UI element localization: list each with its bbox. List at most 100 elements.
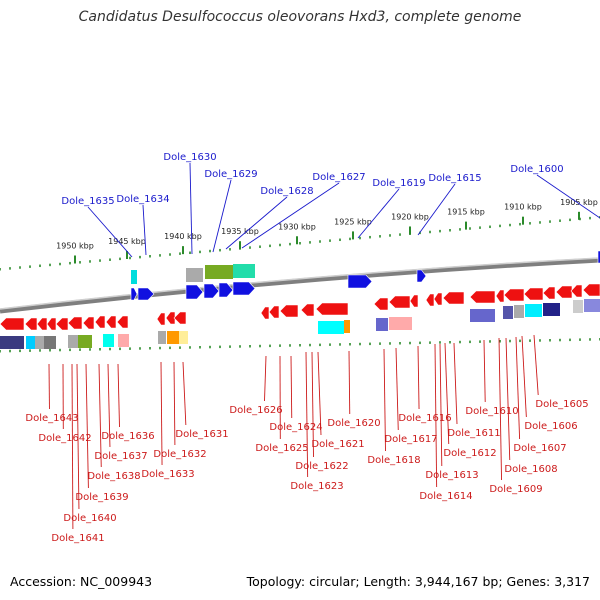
forward-gene-arrow [416, 269, 427, 283]
reverse-label-leader [182, 361, 187, 426]
reverse-gene-label[interactable]: Dole_1631 [175, 429, 228, 440]
reverse-gene-label[interactable]: Dole_1625 [255, 443, 308, 454]
forward-gene-label[interactable]: Dole_1600 [510, 164, 563, 175]
reverse-gene-label[interactable]: Dole_1605 [535, 399, 588, 410]
reverse-label-leader [453, 342, 458, 425]
reverse-gene-arrow [279, 304, 299, 318]
reverse-label-leader [71, 363, 74, 530]
forward-gene-arrow [347, 274, 373, 289]
reverse-label-leader [160, 361, 163, 466]
reverse-label-leader [98, 363, 102, 468]
reverse-gene-label[interactable]: Dole_1609 [489, 484, 542, 495]
reverse-gene-arrow [0, 317, 25, 331]
reverse-gene-label[interactable]: Dole_1611 [447, 428, 500, 439]
kbp-label: 1940 kbp [164, 232, 202, 241]
reverse-label-leader [444, 342, 450, 445]
reverse-label-leader [515, 336, 521, 440]
cog-box [26, 336, 35, 349]
reverse-label-leader [311, 351, 314, 458]
forward-label-leader [417, 183, 456, 236]
cog-box [503, 306, 513, 319]
reverse-label-leader [505, 337, 511, 461]
forward-gene-arrow [232, 281, 256, 296]
forward-label-leader [142, 204, 147, 256]
forward-gene-label[interactable]: Dole_1635 [61, 196, 114, 207]
gene-feature-layer [0, 250, 600, 349]
forward-gene-label[interactable]: Dole_1630 [163, 152, 216, 163]
reverse-gene-label[interactable]: Dole_1624 [269, 422, 322, 433]
cog-box [233, 264, 255, 278]
reverse-gene-label[interactable]: Dole_1620 [327, 418, 380, 429]
reverse-gene-arrow [503, 288, 525, 302]
cog-box [525, 304, 542, 317]
cog-box [179, 331, 188, 344]
reverse-gene-arrow [55, 317, 69, 331]
reverse-gene-arrow [268, 305, 280, 319]
reverse-gene-label[interactable]: Dole_1636 [101, 431, 154, 442]
forward-label-leader [87, 206, 133, 258]
reverse-gene-arrow [425, 293, 435, 307]
reverse-gene-label[interactable]: Dole_1637 [94, 451, 147, 462]
reverse-gene-arrow [116, 315, 129, 329]
reverse-gene-arrow [82, 316, 95, 330]
reverse-gene-label[interactable]: Dole_1616 [398, 413, 451, 424]
reverse-gene-label[interactable]: Dole_1607 [513, 443, 566, 454]
reverse-gene-label[interactable]: Dole_1638 [87, 471, 140, 482]
reverse-gene-label[interactable]: Dole_1621 [311, 439, 364, 450]
reverse-gene-label[interactable]: Dole_1643 [25, 413, 78, 424]
reverse-label-leader [498, 337, 502, 481]
reverse-gene-label[interactable]: Dole_1606 [524, 421, 577, 432]
reverse-gene-arrow [173, 311, 187, 325]
reverse-gene-arrow [442, 291, 465, 305]
reverse-gene-arrow [105, 315, 117, 329]
reverse-gene-label[interactable]: Dole_1632 [153, 449, 206, 460]
reverse-gene-label[interactable]: Dole_1617 [384, 434, 437, 445]
reverse-gene-label[interactable]: Dole_1641 [51, 533, 104, 544]
cog-box [68, 335, 78, 348]
cog-box [131, 270, 137, 284]
reverse-gene-arrow [388, 295, 411, 309]
map-title: Candidatus Desulfococcus oleovorans Hxd3… [78, 9, 522, 25]
reverse-gene-label[interactable]: Dole_1614 [419, 491, 472, 502]
forward-gene-arrow [218, 282, 234, 298]
reverse-gene-label[interactable]: Dole_1633 [141, 469, 194, 480]
reverse-label-leader [521, 335, 527, 418]
reverse-gene-arrow [260, 306, 270, 320]
forward-gene-arrow [137, 287, 155, 301]
reverse-gene-arrow [315, 302, 349, 316]
forward-gene-label[interactable]: Dole_1629 [204, 169, 257, 180]
kbp-label: 1915 kbp [447, 208, 485, 217]
reverse-gene-label[interactable]: Dole_1608 [504, 464, 557, 475]
forward-gene-label[interactable]: Dole_1627 [312, 172, 365, 183]
reverse-gene-label[interactable]: Dole_1640 [63, 513, 116, 524]
reverse-gene-arrow [46, 317, 57, 331]
kbp-label: 1910 kbp [504, 203, 542, 212]
reverse-label-leader [533, 334, 539, 396]
cog-box [44, 336, 56, 349]
forward-gene-label[interactable]: Dole_1615 [428, 173, 481, 184]
reverse-gene-label[interactable]: Dole_1642 [38, 433, 91, 444]
reverse-gene-label[interactable]: Dole_1618 [367, 455, 420, 466]
reverse-gene-label[interactable]: Dole_1626 [229, 405, 282, 416]
forward-gene-label[interactable]: Dole_1619 [372, 178, 425, 189]
reverse-label-leader [348, 350, 351, 415]
cog-box [470, 309, 495, 322]
forward-gene-label[interactable]: Dole_1634 [116, 194, 169, 205]
reverse-gene-label[interactable]: Dole_1610 [465, 406, 518, 417]
cog-box [543, 303, 560, 316]
reverse-gene-arrow [24, 317, 38, 331]
reverse-gene-label[interactable]: Dole_1622 [295, 461, 348, 472]
reverse-gene-label[interactable]: Dole_1613 [425, 470, 478, 481]
cog-box [118, 334, 129, 347]
reverse-gene-label[interactable]: Dole_1623 [290, 481, 343, 492]
reverse-label-leader [395, 347, 399, 431]
label-layer: Dole_1635 Dole_1634Dole_1630Dole_1629Dole… [25, 152, 588, 544]
cog-box [584, 299, 600, 312]
reverse-gene-label[interactable]: Dole_1639 [75, 492, 128, 503]
reverse-gene-arrow [582, 283, 600, 297]
reverse-gene-label[interactable]: Dole_1612 [443, 448, 496, 459]
reverse-gene-arrow [433, 292, 443, 306]
reverse-gene-arrow [67, 316, 83, 330]
forward-gene-label[interactable]: Dole_1628 [260, 186, 313, 197]
reverse-label-leader [305, 351, 309, 478]
